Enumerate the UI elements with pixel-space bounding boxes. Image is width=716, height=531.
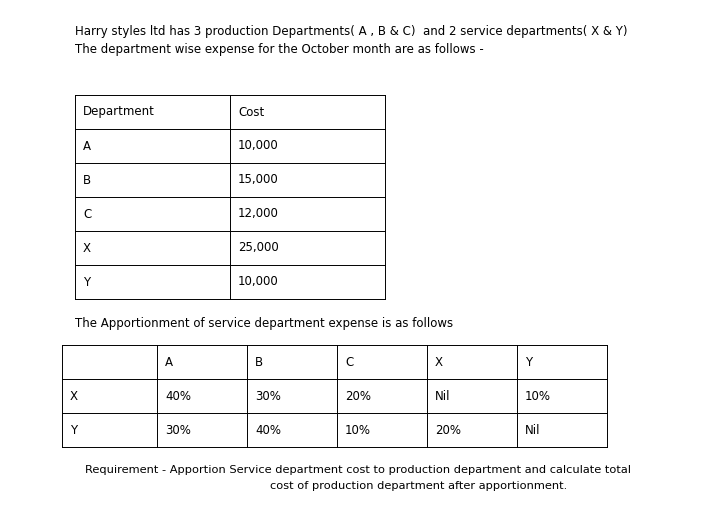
Text: C: C <box>345 355 353 369</box>
Text: X: X <box>70 390 78 402</box>
Text: 10,000: 10,000 <box>238 276 279 288</box>
Text: 10%: 10% <box>345 424 371 436</box>
Text: X: X <box>435 355 443 369</box>
Text: The Apportionment of service department expense is as follows: The Apportionment of service department … <box>75 317 453 330</box>
Text: 20%: 20% <box>435 424 461 436</box>
Text: B: B <box>83 174 91 186</box>
Text: Harry styles ltd has 3 production Departments( A , B & C)  and 2 service departm: Harry styles ltd has 3 production Depart… <box>75 25 627 38</box>
Text: Department: Department <box>83 106 155 118</box>
Text: 20%: 20% <box>345 390 371 402</box>
Text: 30%: 30% <box>165 424 191 436</box>
Text: Nil: Nil <box>435 390 450 402</box>
Text: Y: Y <box>83 276 90 288</box>
Text: 12,000: 12,000 <box>238 208 279 220</box>
Text: 10%: 10% <box>525 390 551 402</box>
Text: 10,000: 10,000 <box>238 140 279 152</box>
Text: X: X <box>83 242 91 254</box>
Text: 40%: 40% <box>255 424 281 436</box>
Text: A: A <box>165 355 173 369</box>
Text: B: B <box>255 355 263 369</box>
Text: 15,000: 15,000 <box>238 174 279 186</box>
Text: 25,000: 25,000 <box>238 242 279 254</box>
Text: A: A <box>83 140 91 152</box>
Text: Nil: Nil <box>525 424 541 436</box>
Text: cost of production department after apportionment.: cost of production department after appo… <box>270 481 567 491</box>
Text: 30%: 30% <box>255 390 281 402</box>
Text: The department wise expense for the October month are as follows -: The department wise expense for the Octo… <box>75 43 484 56</box>
Text: Requirement - Apportion Service department cost to production department and cal: Requirement - Apportion Service departme… <box>85 465 631 475</box>
Text: Cost: Cost <box>238 106 264 118</box>
Text: Y: Y <box>525 355 532 369</box>
Text: Y: Y <box>70 424 77 436</box>
Text: 40%: 40% <box>165 390 191 402</box>
Text: C: C <box>83 208 91 220</box>
